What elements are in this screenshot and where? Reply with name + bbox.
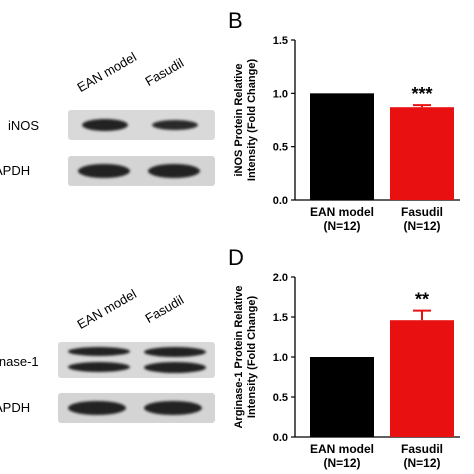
- y-axis-label: Arginase-1 Protein RelativeIntensity (Fo…: [233, 285, 258, 428]
- x-tick-label: (N=12): [403, 456, 440, 470]
- y-axis-label-line: Arginase-1 Protein Relative: [233, 285, 245, 428]
- x-tick-label: Fasudil: [401, 442, 443, 456]
- blot-row-label: inase-1: [0, 354, 39, 369]
- blot-row-label: APDH: [0, 163, 31, 178]
- blot-band: [68, 401, 126, 415]
- x-tick-label: Fasudil: [401, 205, 443, 219]
- bar: [310, 93, 374, 200]
- y-tick-label: 1.5: [273, 35, 288, 47]
- blot-strip-inos: [68, 110, 215, 140]
- y-axis-label-line: iNOS Protein Relative: [233, 63, 245, 176]
- blot-band: [82, 119, 128, 131]
- blot-band: [148, 164, 200, 178]
- bar-chart-d: D Arginase-1 Protein RelativeIntensity (F…: [228, 245, 460, 470]
- significance-label: ***: [411, 84, 432, 104]
- y-tick-label: 0.5: [273, 392, 288, 404]
- y-tick-label: 0.0: [273, 195, 288, 207]
- panel-letter: B: [228, 8, 243, 33]
- y-tick-label: 1.0: [273, 88, 288, 100]
- blot-strip-gapdh: [58, 393, 215, 423]
- y-tick-label: 0.5: [273, 142, 288, 154]
- blot-band: [68, 347, 130, 356]
- blot-strip-gapdh: [68, 156, 215, 186]
- blot-band: [144, 401, 202, 415]
- bar: [390, 320, 454, 437]
- bar: [310, 357, 374, 437]
- y-tick-label: 1.5: [273, 312, 288, 324]
- blot-row-label: APDH: [0, 400, 31, 415]
- y-tick-label: 2.0: [273, 272, 288, 284]
- x-tick-label: (N=12): [403, 219, 440, 233]
- blot-band: [78, 164, 130, 178]
- y-axis-label-line: Intensity (Fold Change): [246, 59, 258, 182]
- blot-band: [144, 347, 206, 357]
- blot-row-label: iNOS: [8, 118, 40, 133]
- y-axis-label-line: Intensity (Fold Change): [246, 296, 258, 419]
- blot-band: [152, 120, 198, 130]
- panel-letter: D: [228, 245, 244, 270]
- x-tick-label: EAN model: [310, 205, 374, 219]
- x-tick-label: (N=12): [323, 219, 360, 233]
- x-tick-label: (N=12): [323, 456, 360, 470]
- blot-band: [144, 362, 206, 373]
- x-tick-label: EAN model: [310, 442, 374, 456]
- significance-label: **: [415, 290, 429, 310]
- y-tick-label: 0.0: [273, 432, 288, 444]
- blot-panel-a: EAN model Fasudil iNOS APDH: [0, 0, 215, 237]
- blot-panel-c: EAN model Fasudil inase-1 APDH: [0, 237, 215, 474]
- blot-strip-arginase: [58, 342, 215, 378]
- y-axis-label: iNOS Protein RelativeIntensity (Fold Cha…: [233, 59, 258, 182]
- bar: [390, 107, 454, 200]
- blot-band: [68, 362, 130, 372]
- y-tick-label: 1.0: [273, 352, 288, 364]
